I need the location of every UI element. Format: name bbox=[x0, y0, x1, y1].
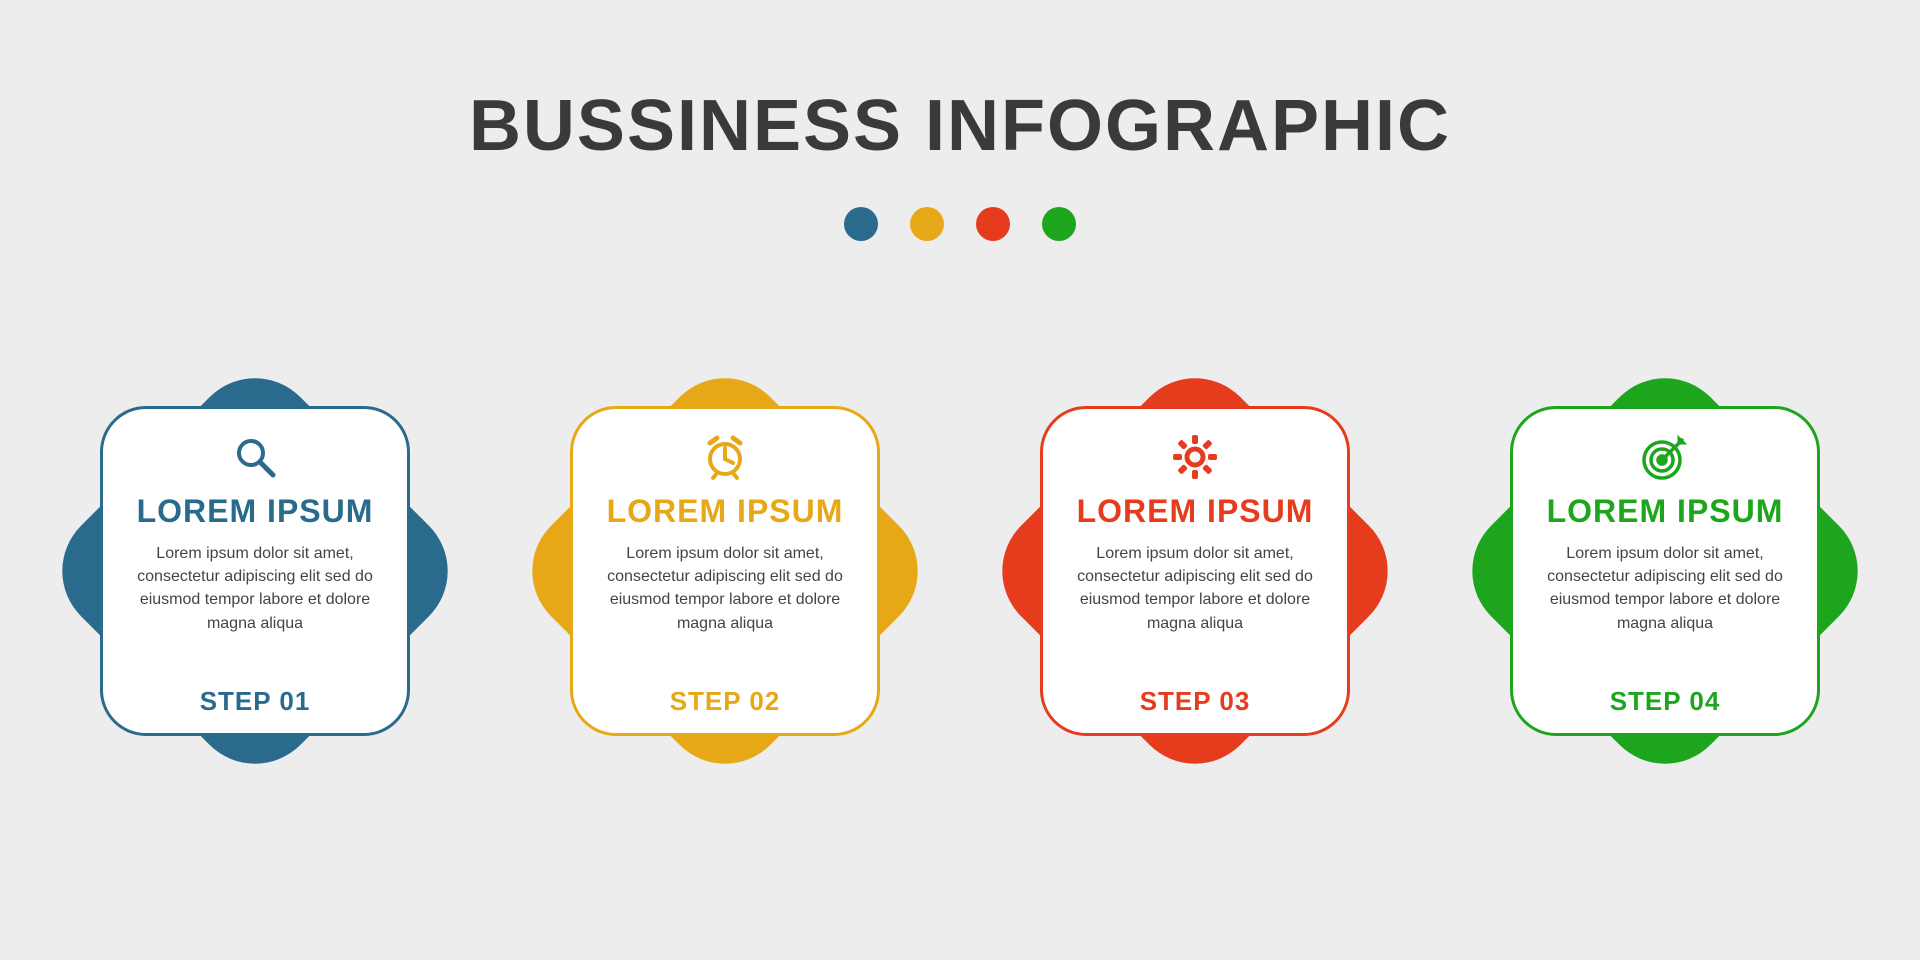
target-icon bbox=[1639, 431, 1691, 483]
step-card: LOREM IPSUM Lorem ipsum dolor sit amet, … bbox=[1015, 361, 1375, 781]
gear-icon bbox=[1169, 431, 1221, 483]
step-card: LOREM IPSUM Lorem ipsum dolor sit amet, … bbox=[545, 361, 905, 781]
card-body: Lorem ipsum dolor sit amet, consectetur … bbox=[597, 542, 853, 680]
card-title: LOREM IPSUM bbox=[1547, 493, 1784, 530]
color-dot bbox=[1042, 207, 1076, 241]
magnifier-icon bbox=[229, 431, 281, 483]
card-panel: LOREM IPSUM Lorem ipsum dolor sit amet, … bbox=[100, 406, 410, 736]
card-step-label: STEP 03 bbox=[1140, 686, 1251, 717]
page-title: BUSSINESS INFOGRAPHIC bbox=[469, 85, 1451, 167]
infographic-page: BUSSINESS INFOGRAPHIC LOREM IPSUM Lorem … bbox=[0, 0, 1920, 960]
color-dots-row bbox=[844, 207, 1076, 241]
color-dot bbox=[844, 207, 878, 241]
card-step-label: STEP 02 bbox=[670, 686, 781, 717]
color-dot bbox=[976, 207, 1010, 241]
card-panel: LOREM IPSUM Lorem ipsum dolor sit amet, … bbox=[1510, 406, 1820, 736]
step-card: LOREM IPSUM Lorem ipsum dolor sit amet, … bbox=[75, 361, 435, 781]
card-body: Lorem ipsum dolor sit amet, consectetur … bbox=[1067, 542, 1323, 680]
card-body: Lorem ipsum dolor sit amet, consectetur … bbox=[127, 542, 383, 680]
cards-row: LOREM IPSUM Lorem ipsum dolor sit amet, … bbox=[75, 361, 1845, 781]
alarm-clock-icon bbox=[699, 431, 751, 483]
card-step-label: STEP 01 bbox=[200, 686, 311, 717]
color-dot bbox=[910, 207, 944, 241]
card-panel: LOREM IPSUM Lorem ipsum dolor sit amet, … bbox=[1040, 406, 1350, 736]
card-panel: LOREM IPSUM Lorem ipsum dolor sit amet, … bbox=[570, 406, 880, 736]
card-title: LOREM IPSUM bbox=[607, 493, 844, 530]
card-title: LOREM IPSUM bbox=[1077, 493, 1314, 530]
card-body: Lorem ipsum dolor sit amet, consectetur … bbox=[1537, 542, 1793, 680]
card-title: LOREM IPSUM bbox=[137, 493, 374, 530]
card-step-label: STEP 04 bbox=[1610, 686, 1721, 717]
step-card: LOREM IPSUM Lorem ipsum dolor sit amet, … bbox=[1485, 361, 1845, 781]
